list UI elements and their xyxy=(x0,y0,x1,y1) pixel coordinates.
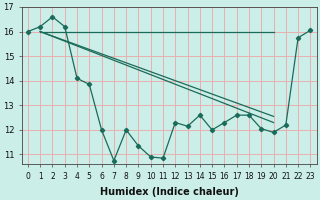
X-axis label: Humidex (Indice chaleur): Humidex (Indice chaleur) xyxy=(100,187,239,197)
